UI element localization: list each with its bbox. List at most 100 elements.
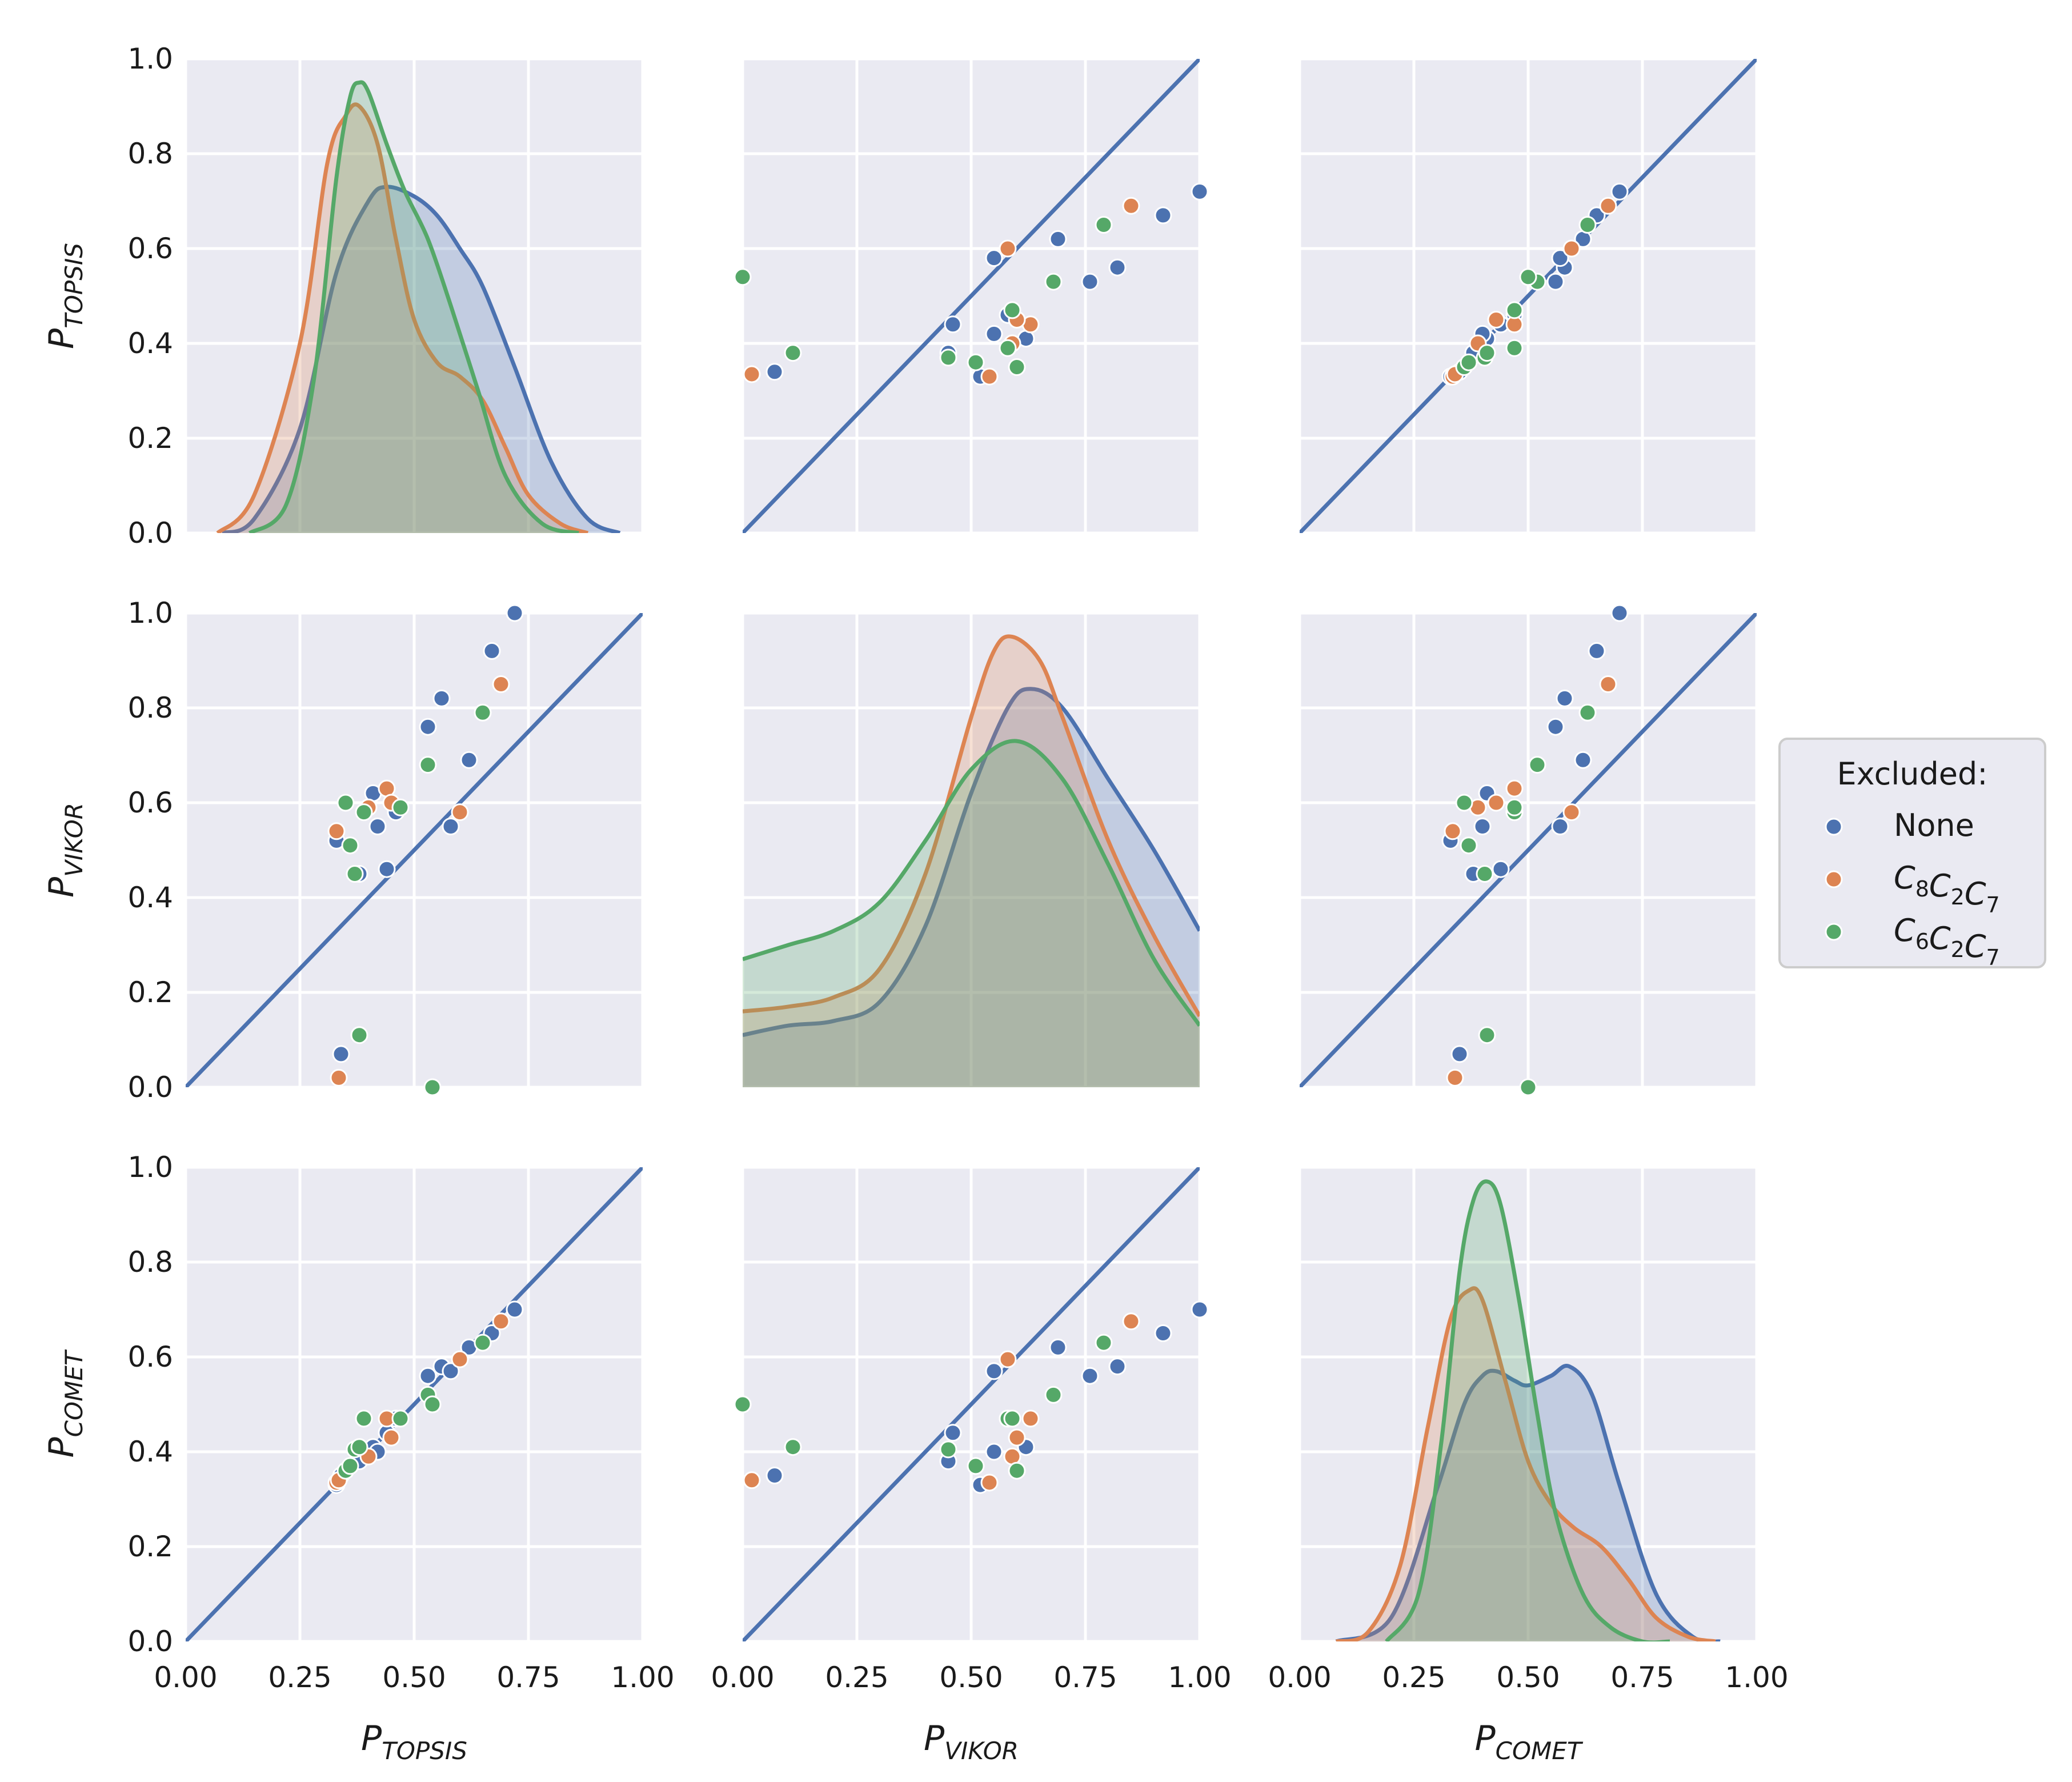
panel-topsis-vs-comet [1298,57,1758,535]
scatter-point-c6c2c7 [391,1409,410,1428]
legend-label-c6c2c7: C6C2C7 [1894,912,2000,970]
x-tick-label: 0.25 [268,1661,331,1694]
legend-label-c8c2c7: C8C2C7 [1894,860,2000,918]
scatter-point-c6c2c7 [939,349,957,367]
scatter-point-none [1154,1324,1172,1342]
scatter-point-c8c2c7 [1599,197,1617,215]
x-tick-label: 0.50 [1496,1661,1560,1694]
scatter-point-none [1588,642,1606,660]
scatter-point-none [1551,249,1569,267]
scatter-point-none [1108,1357,1127,1376]
y-tick-label: 0.6 [127,1340,173,1373]
scatter-point-c6c2c7 [1044,273,1063,291]
scatter-point-c8c2c7 [999,1350,1017,1368]
scatter-point-c8c2c7 [1444,822,1462,840]
scatter-point-c8c2c7 [743,365,761,383]
scatter-point-none [1450,1045,1469,1063]
scatter-point-c6c2c7 [474,703,492,722]
x-tick-label: 0.75 [496,1661,560,1694]
scatter-point-c6c2c7 [967,353,985,371]
x-axis-label: PTOPSIS [361,1719,467,1765]
y-tick-label: 1.0 [127,42,173,75]
scatter-point-c6c2c7 [346,865,364,883]
scatter-point-c6c2c7 [1003,301,1021,319]
scatter-point-c6c2c7 [1460,353,1478,371]
scatter-point-c8c2c7 [451,803,469,822]
reference-line [186,1167,643,1641]
panel-content [743,59,1200,533]
x-tick-label: 0.25 [1382,1661,1445,1694]
y-tick-label: 0.0 [127,516,173,550]
scatter-point-none [442,1362,460,1380]
panel-content [743,1167,1200,1641]
scatter-point-none [1610,182,1629,201]
panel-content [743,634,1200,1087]
scatter-point-none [419,718,437,736]
y-tick-label: 0.2 [127,422,173,455]
scatter-point-none [985,325,1003,343]
reference-line [1300,59,1757,533]
scatter-point-c8c2c7 [1021,1409,1040,1428]
panel-vikor-vs-vikor [741,611,1201,1089]
scatter-point-none [766,363,784,381]
scatter-point-none [1108,258,1127,277]
kde-fill-none [222,187,620,533]
panel-comet-vs-comet [1298,1166,1758,1643]
y-tick-label: 0.6 [127,786,173,819]
scatter-point-c8c2c7 [1122,1312,1140,1331]
scatter-point-c8c2c7 [980,367,999,386]
scatter-point-c6c2c7 [355,803,373,822]
y-tick-label: 0.8 [127,691,173,724]
kde-line-c8c2c7 [216,102,589,533]
kde-fill-c6c2c7 [250,82,579,533]
scatter-point-c6c2c7 [1528,756,1546,774]
y-tick-label: 0.2 [127,1530,173,1563]
scatter-point-c6c2c7 [734,268,752,286]
scatter-point-c8c2c7 [1487,794,1505,812]
scatter-point-c6c2c7 [1095,1334,1113,1352]
scatter-point-c8c2c7 [980,1473,999,1492]
reference-line [743,1167,1200,1641]
scatter-point-c8c2c7 [999,239,1017,258]
scatter-point-c8c2c7 [1562,239,1581,258]
scatter-point-c6c2c7 [1505,339,1524,357]
legend-marker-c6c2c7 [1825,923,1843,941]
scatter-point-c6c2c7 [734,1395,752,1413]
scatter-point-none [378,860,396,878]
y-tick-label: 0.0 [127,1071,173,1104]
x-tick-label: 1.00 [611,1661,674,1694]
x-axis-label: PCOMET [1474,1719,1583,1765]
scatter-point-c6c2c7 [1003,1409,1021,1428]
scatter-point-c6c2c7 [967,1457,985,1475]
panel-topsis-vs-topsis [184,57,644,535]
scatter-point-c6c2c7 [391,798,410,816]
scatter-point-c6c2c7 [784,344,802,362]
scatter-point-none [1049,1338,1067,1356]
x-tick-label: 0.50 [939,1661,1003,1694]
scatter-point-none [1556,689,1574,707]
panel-topsis-vs-vikor [741,57,1201,535]
panel-content [1335,1179,1721,1641]
scatter-point-c6c2c7 [999,339,1017,357]
scatter-point-c6c2c7 [784,1438,802,1456]
panel-content [1300,59,1757,533]
scatter-point-none [766,1467,784,1484]
legend-marker-none [1825,818,1843,836]
scatter-point-none [985,249,1003,267]
x-axis-label: PVIKOR [924,1719,1019,1765]
panel-content [1300,613,1757,1087]
reference-line [1300,613,1757,1087]
scatter-point-none [483,642,501,660]
scatter-point-c6c2c7 [1578,216,1597,234]
kde-fill-none [743,688,1200,1087]
x-tick-label: 0.75 [1053,1661,1117,1694]
scatter-point-c6c2c7 [1505,301,1524,319]
y-tick-label: 0.4 [127,1435,173,1468]
legend-title: Excluded: [1837,756,1987,792]
y-tick-label: 0.8 [127,1246,173,1279]
panel-content [186,1167,643,1641]
scatter-point-c6c2c7 [355,1409,373,1428]
scatter-point-c6c2c7 [1478,1026,1496,1044]
